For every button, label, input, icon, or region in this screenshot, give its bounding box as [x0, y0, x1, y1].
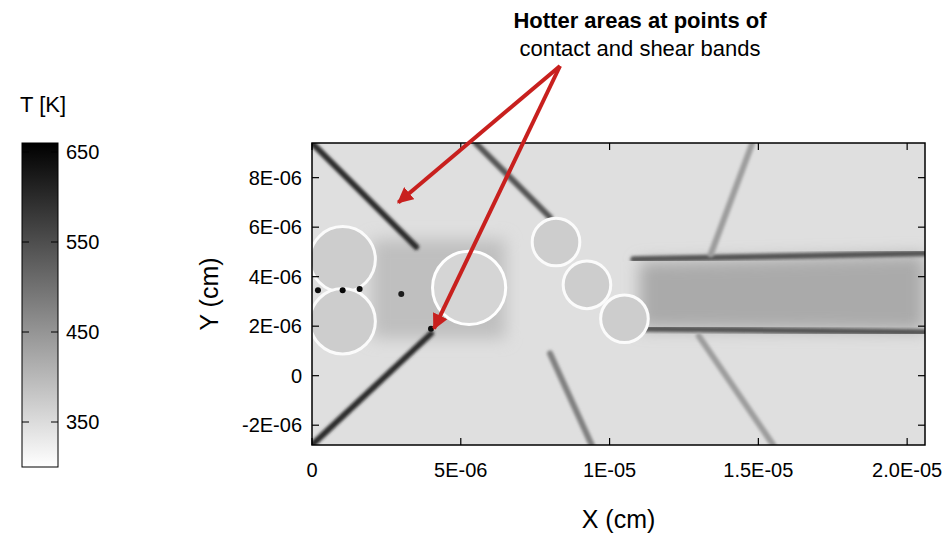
- y-tick-right: [918, 177, 925, 178]
- particle: [563, 261, 611, 309]
- plot-frame: [312, 143, 925, 445]
- y-tick: [312, 375, 319, 376]
- y-tick: [312, 227, 319, 228]
- x-axis-title: X (cm): [582, 505, 656, 533]
- y-tick-right: [918, 326, 925, 327]
- y-tick: [312, 326, 319, 327]
- x-tick-label: 1.5E-05: [723, 459, 793, 481]
- y-tick-label: 2E-06: [249, 315, 302, 337]
- hot-spot: [357, 286, 363, 292]
- particle: [532, 218, 580, 266]
- hot-spot: [315, 287, 321, 293]
- colorbar-tick-label: 550: [66, 231, 99, 253]
- shear-band: [699, 336, 773, 445]
- y-tick-label: 8E-06: [249, 167, 302, 189]
- x-tick: [311, 438, 312, 445]
- colorbar-tick: [51, 422, 58, 423]
- colorbar-tick: [51, 152, 58, 153]
- shear-band: [639, 329, 925, 333]
- x-tick: [460, 438, 461, 445]
- warm-region: [639, 254, 925, 331]
- colorbar-tick: [22, 422, 29, 423]
- x-tick: [609, 438, 610, 445]
- colorbar-tick-label: 350: [66, 411, 99, 433]
- colorbar-tick: [51, 332, 58, 333]
- y-tick-label: 0: [291, 365, 302, 387]
- y-tick-label: 6E-06: [249, 216, 302, 238]
- colorbar-tick: [22, 332, 29, 333]
- colorbar: [22, 143, 58, 467]
- x-tick-top: [758, 143, 759, 150]
- y-tick-label: -2E-06: [242, 414, 302, 436]
- y-tick-label: 4E-06: [249, 266, 302, 288]
- x-tick-top: [907, 143, 908, 150]
- x-tick-top: [609, 143, 610, 150]
- hot-spot: [340, 287, 346, 293]
- x-tick-label: 0: [306, 459, 317, 481]
- particle: [312, 227, 375, 292]
- background-field: [312, 143, 925, 445]
- x-tick-label: 5E-06: [434, 459, 487, 481]
- hot-spot: [398, 291, 404, 297]
- y-tick: [312, 177, 319, 178]
- colorbar-tick: [22, 242, 29, 243]
- x-tick-label: 2.0E-05: [872, 459, 942, 481]
- chart: 0 5E-06 1E-05 1.5E-05 2.0E-05 X (cm) -2E-06 0 2E…: [0, 0, 949, 550]
- colorbar-tick-label: 650: [66, 141, 99, 163]
- x-tick-top: [311, 143, 312, 150]
- x-tick: [907, 438, 908, 445]
- field: [312, 143, 925, 445]
- y-tick: [312, 276, 319, 277]
- particle: [601, 295, 649, 343]
- shear-band: [550, 353, 592, 445]
- colorbar-tick-label: 450: [66, 321, 99, 343]
- y-tick: [312, 425, 319, 426]
- shear-band: [711, 143, 753, 254]
- shear-band: [476, 143, 550, 217]
- particle: [312, 288, 375, 353]
- y-tick-right: [918, 425, 925, 426]
- shear-band: [633, 253, 925, 259]
- x-tick: [758, 438, 759, 445]
- y-tick-right: [918, 227, 925, 228]
- annotation-arrow: [434, 66, 560, 329]
- colorbar-title: T [K]: [20, 92, 66, 117]
- annotation-arrow: [398, 66, 560, 202]
- colorbar-tick: [22, 152, 29, 153]
- y-tick-right: [918, 276, 925, 277]
- x-tick-label: 1E-05: [583, 459, 636, 481]
- y-tick-right: [918, 375, 925, 376]
- y-axis-title: Y (cm): [195, 257, 223, 330]
- annotation-text: Hotter areas at points of: [513, 8, 767, 33]
- colorbar-tick: [51, 242, 58, 243]
- annotation-text: contact and shear bands: [520, 36, 761, 61]
